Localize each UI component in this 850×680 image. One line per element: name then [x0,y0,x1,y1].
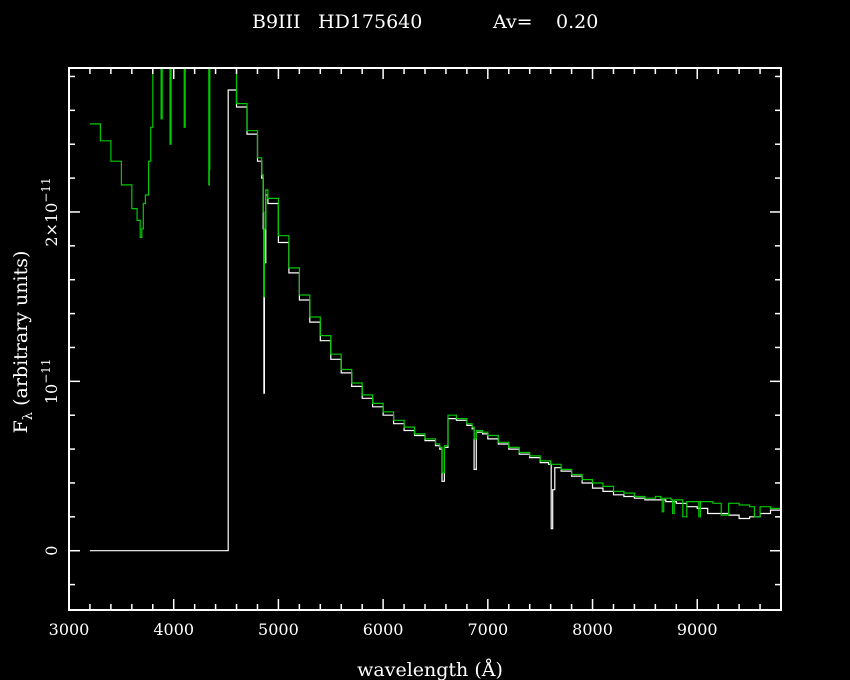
x-axis-label: wavelength (Å) [357,659,503,680]
x-tick-label: 6000 [363,620,404,639]
title-av-value: 0.20 [556,11,598,33]
y-tick-label: 10−11 [39,358,61,404]
x-tick-label: 4000 [153,620,194,639]
series-line-1 [90,60,781,517]
y-axis-label-main: F [10,420,32,433]
ticks-layer [69,68,781,610]
x-tick-label: 5000 [258,620,299,639]
series-line-0 [90,90,781,551]
y-axis-label-rest: (arbitrary units) [10,251,32,412]
y-tick-labels: 0 10−11 2×10−11 [39,177,61,555]
series-layer [90,60,781,551]
y-axis-label-subscript: λ [21,412,36,420]
x-tick-label: 9000 [677,620,718,639]
x-tick-labels: 3000 4000 5000 6000 7000 8000 9000 [49,620,718,639]
plot-frame [69,68,781,610]
chart-title: B9III HD175640 Av= 0.20 [252,11,598,33]
x-tick-label: 8000 [572,620,613,639]
title-star-name: HD175640 [318,11,422,33]
x-tick-label: 3000 [49,620,90,639]
title-av-label: Av= [492,11,533,33]
y-tick-label: 2×10−11 [39,177,61,246]
y-axis-label: Fλ (arbitrary units) [10,251,36,434]
x-tick-label: 7000 [467,620,508,639]
y-tick-label: 0 [42,546,61,556]
title-spectral-type: B9III [252,11,301,33]
